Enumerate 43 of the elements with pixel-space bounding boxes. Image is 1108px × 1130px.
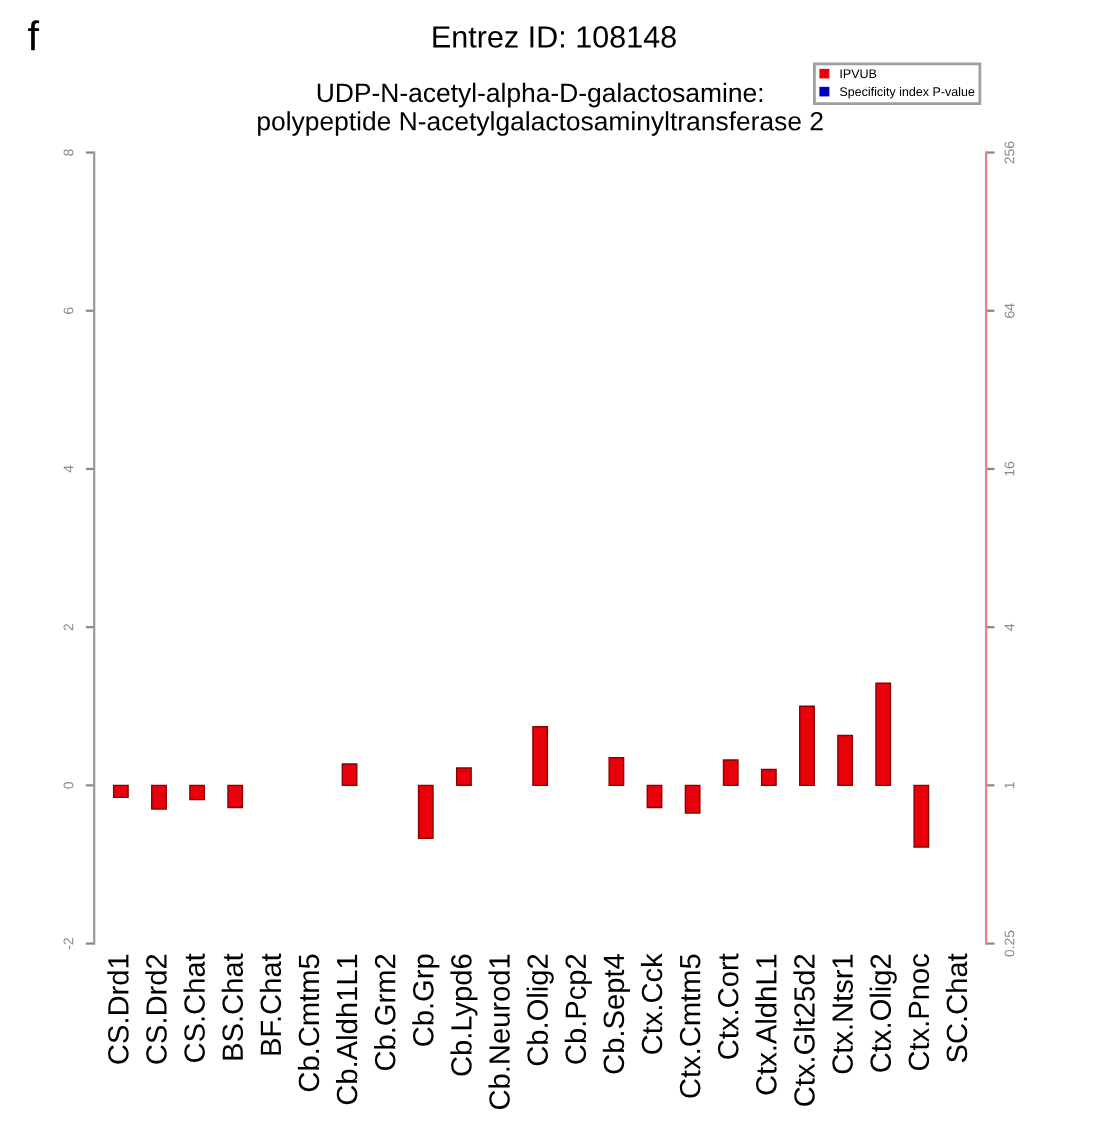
bar bbox=[455, 767, 472, 787]
bar bbox=[875, 682, 892, 787]
bar bbox=[913, 784, 930, 848]
x-tick-label: Cb.Grm2 bbox=[374, 954, 396, 1071]
x-tick-label: Ctx.Cort bbox=[717, 953, 739, 1059]
x-tick-label: SC.Chat bbox=[945, 953, 968, 1063]
x-tick-label: Cb.Olig2 bbox=[526, 954, 554, 1066]
chart-subtitle: UDP-N-acetyl-alpha-D-galactosamine: polypeptide N-acetylgalactosaminyltransferase 2 bbox=[258, 82, 823, 136]
x-tick-label: Cb.Lypd6 bbox=[450, 954, 478, 1076]
bar bbox=[837, 734, 854, 787]
bar bbox=[341, 763, 358, 787]
x-tick-label: Ctx.Pnoc bbox=[908, 954, 930, 1071]
text: f bbox=[28, 20, 40, 51]
x-tick-label: BF.Chat bbox=[259, 953, 282, 1055]
x-tick-label: CS.Drd2 bbox=[145, 954, 167, 1064]
bar bbox=[722, 759, 739, 787]
bar bbox=[189, 784, 206, 801]
bar bbox=[646, 784, 663, 809]
x-tick-label: Cb.Cmtm5 bbox=[297, 954, 320, 1092]
bar bbox=[799, 705, 815, 787]
x-tick-label: Cb.Grp bbox=[412, 954, 440, 1046]
x-tick-label: Ctx.Cck bbox=[640, 953, 663, 1054]
x-tick-label: Cb.Aldh1L1 bbox=[335, 954, 358, 1105]
bar bbox=[112, 784, 129, 798]
chart-title: Entrez ID: 108148 bbox=[433, 26, 676, 48]
bar bbox=[684, 784, 701, 814]
x-tick-label: Cb.Pcp2 bbox=[564, 954, 592, 1064]
bar bbox=[608, 756, 625, 787]
x-tick-label: Cb.Neurod1 bbox=[488, 954, 510, 1110]
x-tick-label: Ctx.Ntsr1 bbox=[832, 954, 853, 1074]
bar bbox=[227, 784, 244, 809]
x-tick-label: CS.Chat bbox=[183, 953, 205, 1063]
x-tick-label: Ctx.AldhL1 bbox=[755, 954, 777, 1095]
bar bbox=[417, 784, 434, 840]
bar bbox=[532, 726, 549, 787]
x-tick-label: Cb.Sept4 bbox=[602, 954, 630, 1074]
bar bbox=[151, 784, 167, 810]
x-tick-label: Ctx.Olig2 bbox=[869, 954, 897, 1072]
x-tick-label: Ctx.Cmtm5 bbox=[679, 954, 701, 1098]
x-tick-label: CS.Drd1 bbox=[107, 954, 129, 1064]
x-tick-label: BS.Chat bbox=[221, 953, 244, 1060]
bar bbox=[760, 768, 777, 787]
x-tick-label: Ctx.Glt25d2 bbox=[793, 954, 815, 1106]
